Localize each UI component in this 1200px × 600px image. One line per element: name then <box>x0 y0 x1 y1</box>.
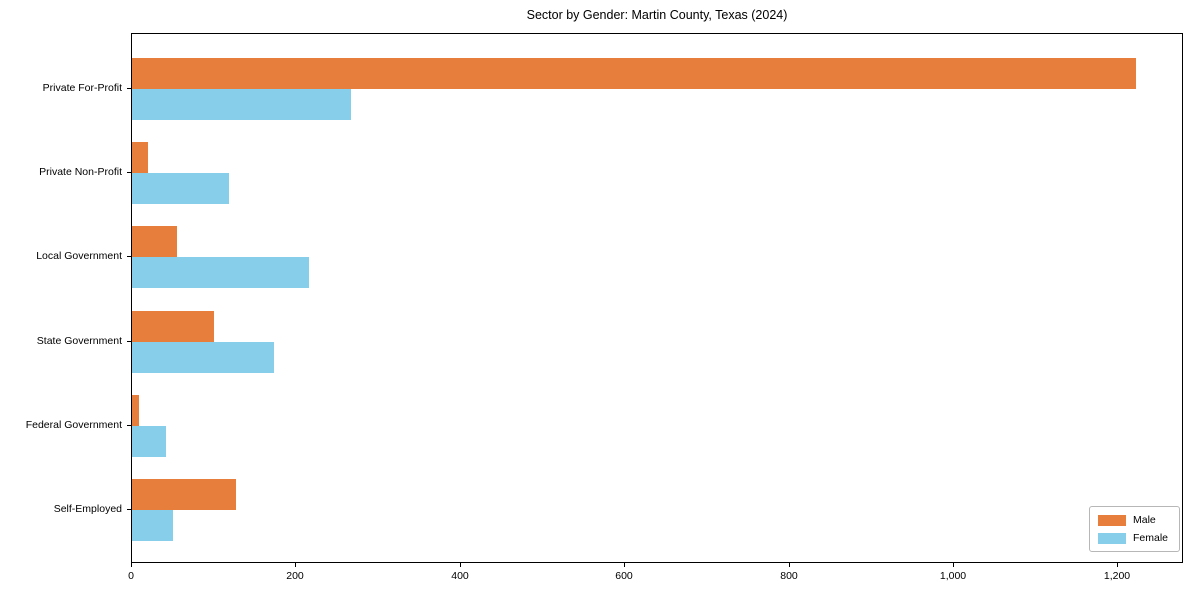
y-tick-state-government <box>127 341 131 342</box>
x-tick-800 <box>789 563 790 567</box>
y-tick-local-government <box>127 256 131 257</box>
bar-self-employed-male <box>132 479 236 510</box>
bar-private-non-profit-male <box>132 142 149 173</box>
x-label-600: 600 <box>615 570 633 582</box>
y-tick-private-for-profit <box>127 88 131 89</box>
x-tick-1200 <box>1117 563 1118 567</box>
x-label-400: 400 <box>451 570 469 582</box>
bar-federal-government-female <box>132 426 166 457</box>
x-label-0: 0 <box>128 570 134 582</box>
bar-federal-government-male <box>132 395 140 426</box>
x-label-1000: 1,000 <box>939 570 967 582</box>
x-tick-600 <box>624 563 625 567</box>
legend-swatch-female <box>1098 532 1126 544</box>
bar-private-for-profit-female <box>132 89 352 120</box>
bar-local-government-male <box>132 226 178 257</box>
bar-private-non-profit-female <box>132 173 229 204</box>
x-tick-1000 <box>953 563 954 567</box>
y-label-federal-government: Federal Government <box>25 419 122 431</box>
y-label-local-government: Local Government <box>36 250 122 262</box>
bar-state-government-female <box>132 342 275 373</box>
chart-title: Sector by Gender: Martin County, Texas (… <box>526 8 788 22</box>
y-tick-private-non-profit <box>127 172 131 173</box>
legend-entry-female: Female <box>1098 532 1171 544</box>
legend-label-female: Female <box>1133 532 1169 544</box>
x-tick-200 <box>295 563 296 567</box>
legend-swatch-male <box>1098 514 1126 526</box>
x-label-800: 800 <box>780 570 798 582</box>
x-label-200: 200 <box>286 570 304 582</box>
x-tick-0 <box>131 563 132 567</box>
y-label-private-non-profit: Private Non-Profit <box>39 166 122 178</box>
bar-local-government-female <box>132 257 309 288</box>
legend-label-male: Male <box>1133 514 1156 526</box>
bar-state-government-male <box>132 311 215 342</box>
legend-entry-male: Male <box>1098 514 1171 526</box>
x-label-1200: 1,200 <box>1103 570 1131 582</box>
bar-self-employed-female <box>132 510 174 541</box>
y-label-private-for-profit: Private For-Profit <box>42 82 122 94</box>
y-tick-self-employed <box>127 509 131 510</box>
x-tick-400 <box>460 563 461 567</box>
legend: Male Female <box>1089 506 1180 552</box>
bar-private-for-profit-male <box>132 58 1136 89</box>
y-tick-federal-government <box>127 425 131 426</box>
plot-area <box>131 33 1183 563</box>
y-label-state-government: State Government <box>36 335 122 347</box>
y-label-self-employed: Self-Employed <box>53 503 122 515</box>
